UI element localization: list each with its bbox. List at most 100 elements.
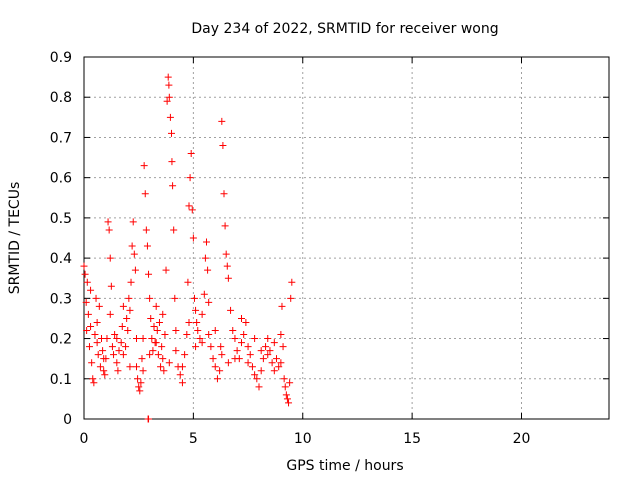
data-point [91, 331, 99, 339]
data-point [122, 343, 130, 351]
data-point [238, 339, 245, 347]
data-point [188, 206, 196, 214]
data-point [103, 335, 111, 343]
data-point [165, 93, 173, 101]
data-point [107, 282, 115, 290]
data-point [244, 343, 252, 351]
data-point [83, 278, 91, 286]
data-point [270, 367, 278, 375]
data-point [213, 375, 221, 383]
data-point [170, 226, 178, 234]
data-point [178, 379, 186, 387]
grid-lines [84, 57, 609, 419]
data-point [142, 226, 150, 234]
data-point [164, 73, 172, 81]
data-point [278, 302, 286, 310]
x-axis-label: GPS time / hours [286, 458, 403, 474]
data-point [196, 335, 204, 343]
y-tick-label: 0.9 [50, 50, 72, 66]
data-point [126, 363, 134, 371]
data-point [283, 395, 291, 403]
data-point [198, 310, 206, 318]
x-tick-label: 15 [403, 431, 421, 447]
data-point [165, 81, 173, 89]
data-point [140, 162, 148, 170]
x-tick-label: 10 [294, 431, 312, 447]
data-point [100, 367, 108, 375]
data-point [96, 363, 104, 371]
data-point [187, 150, 195, 158]
data-point [203, 238, 210, 246]
data-point [264, 335, 272, 343]
data-point [204, 266, 212, 274]
data-point [110, 351, 118, 359]
data-point [93, 318, 101, 326]
data-point [185, 202, 193, 210]
data-point [285, 399, 293, 407]
data-point [133, 363, 140, 371]
data-points [80, 73, 296, 423]
x-tick-label: 0 [80, 431, 89, 447]
data-point [159, 310, 167, 318]
data-point [100, 355, 108, 363]
data-point [244, 359, 252, 367]
data-point [133, 335, 140, 343]
data-point [89, 375, 97, 383]
data-point [88, 359, 96, 367]
data-point [139, 335, 147, 343]
data-point [108, 343, 116, 351]
data-point [172, 327, 180, 335]
data-point [246, 351, 254, 359]
data-point [111, 331, 119, 339]
data-point [264, 351, 272, 359]
data-point [262, 343, 270, 351]
data-point [233, 347, 241, 355]
data-point [231, 355, 239, 363]
data-point [139, 367, 147, 375]
data-point [194, 327, 202, 335]
data-point [253, 375, 261, 383]
data-point [159, 355, 167, 363]
data-point [279, 343, 287, 351]
data-point [205, 298, 213, 306]
data-point [280, 375, 288, 383]
data-point [143, 242, 151, 250]
data-point [219, 141, 227, 149]
data-point [192, 306, 200, 314]
data-point [161, 331, 169, 339]
data-point [282, 391, 290, 399]
y-tick-label: 0.2 [50, 332, 72, 348]
data-point [165, 359, 173, 367]
data-point [119, 351, 127, 359]
data-point [238, 314, 245, 322]
data-point [281, 383, 289, 391]
data-point [255, 383, 263, 391]
data-point [85, 343, 93, 351]
data-point [181, 351, 189, 359]
data-point [138, 355, 146, 363]
data-point [154, 351, 162, 359]
data-point [183, 331, 191, 339]
data-point [146, 351, 154, 359]
data-point [211, 363, 219, 371]
data-point [125, 294, 133, 302]
data-point [223, 262, 231, 270]
data-point [131, 266, 139, 274]
y-axis-label: SRMTID / TECUs [7, 182, 23, 295]
data-point [217, 343, 225, 351]
data-point [153, 327, 161, 335]
data-point [150, 322, 158, 330]
data-point [224, 359, 232, 367]
x-tick-label: 5 [189, 431, 198, 447]
data-point [113, 359, 121, 367]
data-point [146, 294, 154, 302]
data-point [92, 294, 100, 302]
data-point [105, 226, 113, 234]
data-point [90, 379, 98, 387]
data-point [147, 314, 155, 322]
data-point [242, 318, 250, 326]
data-point [145, 270, 153, 278]
data-point [129, 218, 137, 226]
data-point [145, 415, 153, 423]
